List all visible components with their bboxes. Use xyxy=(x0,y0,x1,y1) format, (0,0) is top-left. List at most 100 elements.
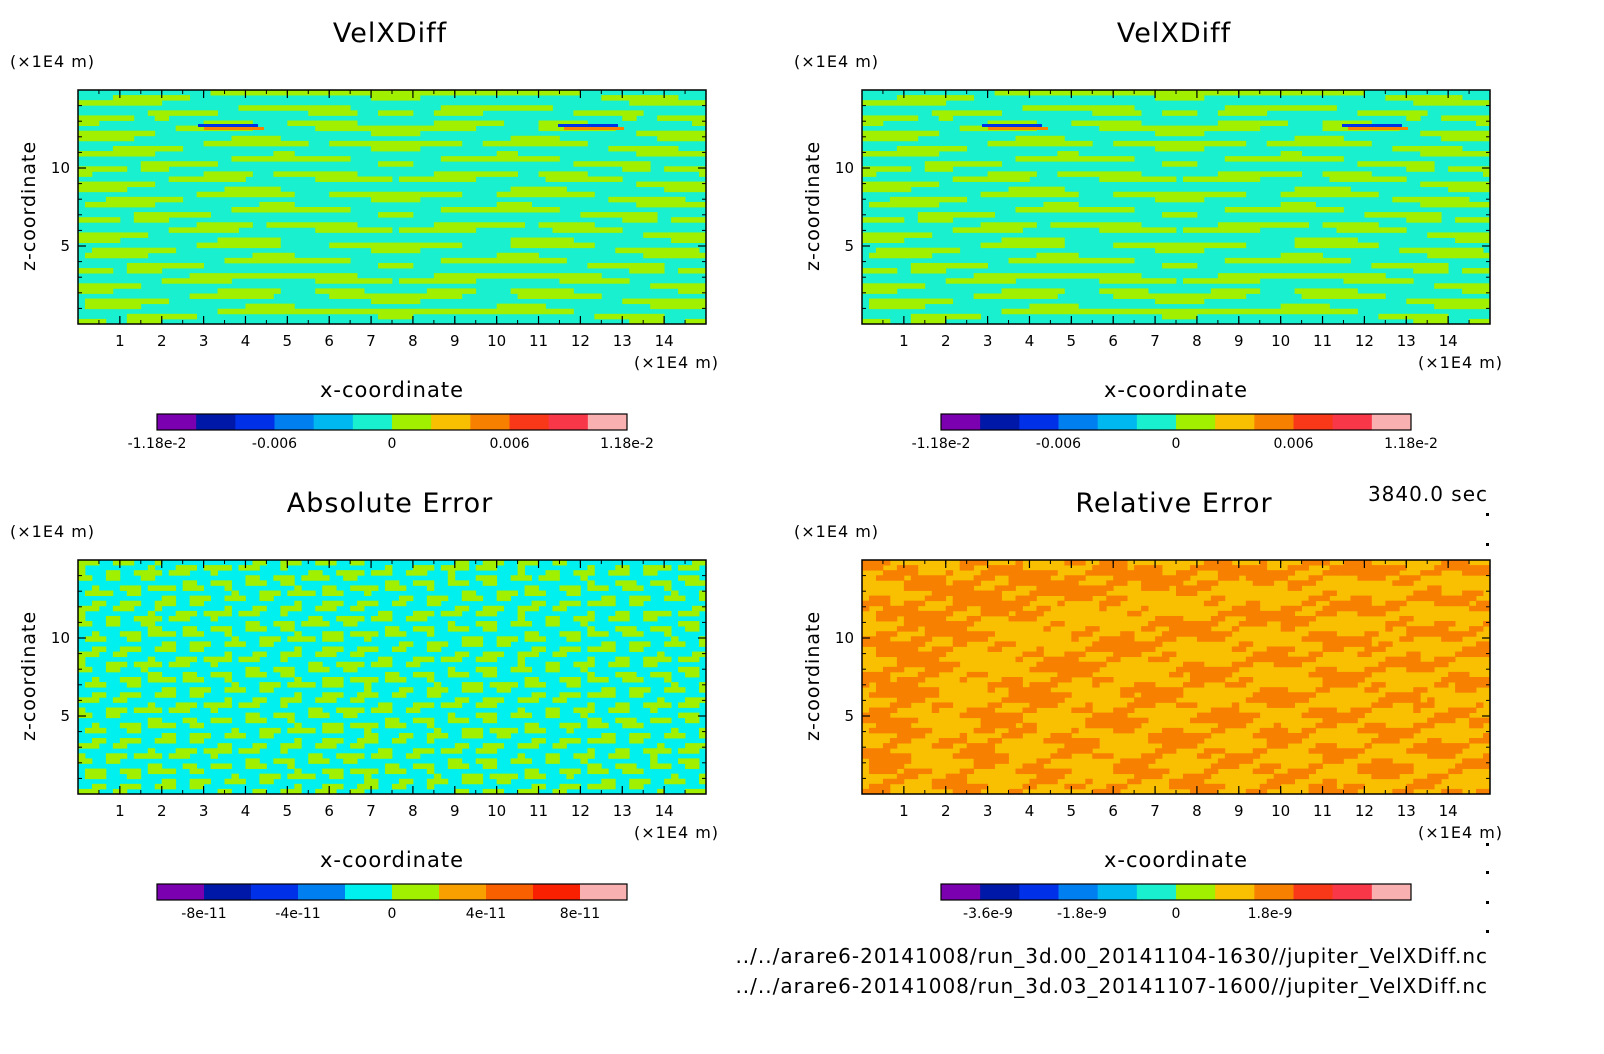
field-cell xyxy=(538,135,546,142)
field-cell xyxy=(896,217,905,223)
field-cell xyxy=(650,753,658,759)
field-cell xyxy=(189,227,198,233)
field-cell xyxy=(385,707,393,714)
field-cell xyxy=(587,671,595,678)
field-cell xyxy=(643,212,651,218)
field-cell xyxy=(889,217,898,223)
field-cell xyxy=(987,212,995,218)
field-cell xyxy=(1113,105,1121,111)
field-cell xyxy=(147,717,156,724)
field-cell xyxy=(1029,293,1037,299)
field-cell xyxy=(692,788,700,795)
field-cell xyxy=(1015,90,1023,96)
field-cell xyxy=(350,90,358,96)
field-cell xyxy=(692,717,700,724)
field-cell xyxy=(566,273,574,279)
field-cell xyxy=(280,222,288,228)
field-cell xyxy=(322,227,330,233)
field-cell xyxy=(475,120,484,127)
field-cell xyxy=(1182,95,1191,101)
field-cell xyxy=(398,738,407,744)
field-cell xyxy=(559,186,567,193)
field-cell xyxy=(315,278,323,284)
field-cell xyxy=(938,100,947,106)
field-cell xyxy=(517,661,525,668)
field-cell xyxy=(980,125,988,132)
field-cell xyxy=(924,247,933,254)
field-cell xyxy=(1015,191,1023,198)
field-cell xyxy=(622,585,630,591)
field-cell xyxy=(1252,171,1261,177)
field-cell xyxy=(1343,171,1351,177)
plot-title: Relative Error xyxy=(1075,488,1273,519)
field-cell xyxy=(1064,105,1072,111)
field-cell xyxy=(273,288,281,294)
field-cell xyxy=(664,135,672,142)
field-cell xyxy=(468,207,477,213)
field-cell xyxy=(657,151,665,157)
field-cell xyxy=(692,268,700,274)
x-tick-label: 13 xyxy=(613,802,632,820)
field-cell xyxy=(629,641,637,647)
field-cell xyxy=(105,615,114,622)
field-cell xyxy=(664,565,672,571)
field-cell xyxy=(1022,120,1030,127)
field-cell xyxy=(1399,278,1407,284)
field-cell xyxy=(1469,268,1477,274)
field-cell xyxy=(538,727,546,734)
field-cell xyxy=(678,130,686,137)
field-cell xyxy=(412,176,421,182)
field-cell xyxy=(385,585,393,591)
field-cell xyxy=(385,313,393,320)
field-cell xyxy=(636,268,644,274)
field-cell xyxy=(336,707,344,714)
field-cell xyxy=(657,788,665,795)
field-cell xyxy=(650,298,658,305)
field-cell xyxy=(468,90,477,96)
field-cell xyxy=(350,753,358,759)
field-cell xyxy=(1064,90,1072,96)
field-cell xyxy=(238,120,246,127)
field-cell xyxy=(643,161,651,167)
field-cell xyxy=(140,252,149,259)
field-cell xyxy=(1043,191,1051,198)
field-cell xyxy=(517,156,525,162)
field-cell xyxy=(245,621,253,627)
field-cell xyxy=(280,191,288,198)
field-cell xyxy=(1434,232,1442,238)
field-cell xyxy=(1385,95,1393,101)
field-cell xyxy=(1127,273,1135,279)
field-cell xyxy=(862,135,870,142)
field-cell xyxy=(412,707,421,714)
field-cell xyxy=(1336,227,1344,233)
field-cell xyxy=(266,682,274,688)
field-cell xyxy=(126,585,135,591)
field-cell xyxy=(587,242,595,249)
field-cell xyxy=(385,570,393,576)
field-cell xyxy=(1176,125,1184,132)
field-cell xyxy=(587,191,595,198)
field-cell xyxy=(862,186,870,193)
field-cell xyxy=(1364,212,1372,218)
field-cell xyxy=(329,590,337,597)
field-cell xyxy=(636,722,644,729)
field-cell xyxy=(580,758,588,764)
field-cell xyxy=(1127,308,1135,315)
field-cell xyxy=(238,273,246,279)
field-cell xyxy=(545,242,553,249)
field-cell xyxy=(154,707,163,714)
field-cell xyxy=(461,590,470,597)
field-cell xyxy=(447,293,456,299)
field-cell xyxy=(503,273,512,279)
field-cell xyxy=(910,313,919,320)
field-cell xyxy=(1099,227,1107,233)
field-cell xyxy=(678,595,686,602)
field-cell xyxy=(1455,115,1463,121)
field-cell xyxy=(405,687,414,693)
field-cell xyxy=(671,232,679,238)
field-cell xyxy=(161,631,170,637)
field-cell xyxy=(245,273,253,279)
field-cell xyxy=(78,186,86,193)
field-cell xyxy=(189,671,198,678)
field-cell xyxy=(231,237,239,244)
